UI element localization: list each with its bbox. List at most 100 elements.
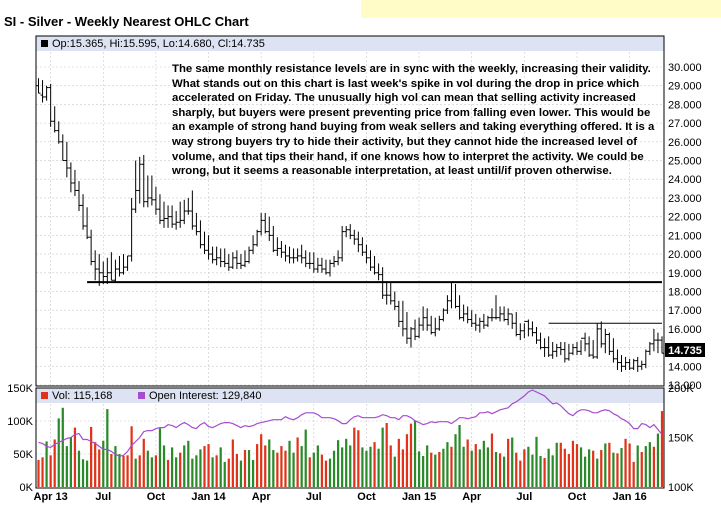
volume-bar [620,448,623,487]
volume-bar [656,433,660,487]
volume-bar [207,444,210,487]
volume-bar [369,446,372,487]
open-interest-tick-label: 150K [668,433,694,445]
volume-bar [134,458,137,487]
volume-bar [588,449,591,487]
ohlc-bar [352,229,357,245]
ohlc-bar [226,254,231,271]
ohlc-bar [340,226,345,262]
ohlc-bar [299,244,304,264]
ohlc-bar [68,162,73,193]
volume-bar [272,450,275,487]
ohlc-bar [101,261,106,284]
title-highlight-box [361,0,721,18]
volume-bar [559,442,562,487]
volume-bar [458,424,461,487]
volume-bar [409,423,413,487]
volume-bar [592,450,595,487]
ohlc-bar [303,250,308,268]
ohlc-bar [502,306,507,322]
volume-bar [256,444,259,487]
volume-bar [106,409,109,487]
volume-bar [555,442,558,487]
ohlc-bar [408,327,413,348]
ohlc-bar [587,336,592,357]
ohlc-bar [583,332,588,352]
ohlc-bar [522,320,527,339]
volume-bar [612,452,615,487]
ohlc-bar [242,250,247,268]
volume-bar [438,452,441,487]
volume-bar [122,455,125,487]
resistance-lines [87,281,662,324]
price-tick-label: 25.000 [668,156,702,168]
last-price-tag-label: 14.735 [668,345,702,357]
volume-bar [142,438,145,487]
volume-bar [300,446,303,487]
volume-axis-labels: 0K 50K 100K 150K [7,383,33,494]
ohlc-bar [336,250,341,266]
volume-bar [292,452,295,487]
ohlc-bar [494,295,499,320]
chart-title: SI - Silver - Weekly Nearest OHLC Chart [4,14,249,29]
ohlc-bar [210,246,215,264]
price-tick-label: 20.000 [668,249,702,261]
ohlc-bar [360,237,365,256]
ohlc-bar [364,244,369,264]
volume-bar [215,455,218,487]
volume-bar [527,446,530,487]
volume-bar [211,457,214,487]
volume-bar [381,427,384,487]
ohlc-bar [295,248,300,262]
volume-bar [85,460,89,487]
volume-bar [235,454,238,487]
volume-bar [600,450,603,487]
volume-bar [102,440,105,487]
volume-bar [268,439,271,487]
x-tick-label: Jan 16 [612,491,646,503]
volume-bar [434,454,437,487]
price-panel-frame [35,35,665,387]
x-tick-label: Apr [252,491,272,503]
ohlc-bar [485,315,490,328]
volume-bar [579,447,583,487]
ohlc-bar [477,317,482,333]
ohlc-bar [328,259,333,277]
ohlc-bar [368,250,373,271]
volume-bar [507,438,510,487]
volume-bar [126,455,129,487]
volume-bar [413,421,417,487]
volume-bar [531,454,534,487]
volume-bar [393,456,396,487]
ohlc-bar [311,252,316,273]
ohlc-bar [323,259,328,275]
price-tick-label: 29.000 [668,81,702,93]
ohlc-bar [534,327,539,344]
volume-bar [462,446,465,487]
price-tick-label: 22.000 [668,212,702,224]
ohlc-bar [93,250,98,281]
ohlc-bar [145,175,150,208]
ohlc-bar [222,248,227,268]
ohlc-bar [149,175,154,206]
ohlc-bar [85,207,90,240]
ohlc-bar [510,313,515,329]
volume-bar [243,450,247,487]
ohlc-bar [287,246,292,264]
volume-bar [73,427,77,487]
ohlc-bar [162,201,167,228]
ohlc-bar [348,224,353,240]
x-tick-label: Oct [568,491,587,503]
ohlc-bar [413,319,418,341]
volume-bar [304,429,307,487]
ohlc-bar [526,319,531,337]
last-price-tag-background [665,343,705,357]
ohlc-bar [489,308,494,322]
price-tick-label: 16.000 [668,324,702,336]
volume-bar [349,445,352,487]
ohlc-bar [635,356,640,372]
volume-bar [183,445,186,487]
volume-bars [37,407,664,487]
volume-bar [288,440,291,487]
